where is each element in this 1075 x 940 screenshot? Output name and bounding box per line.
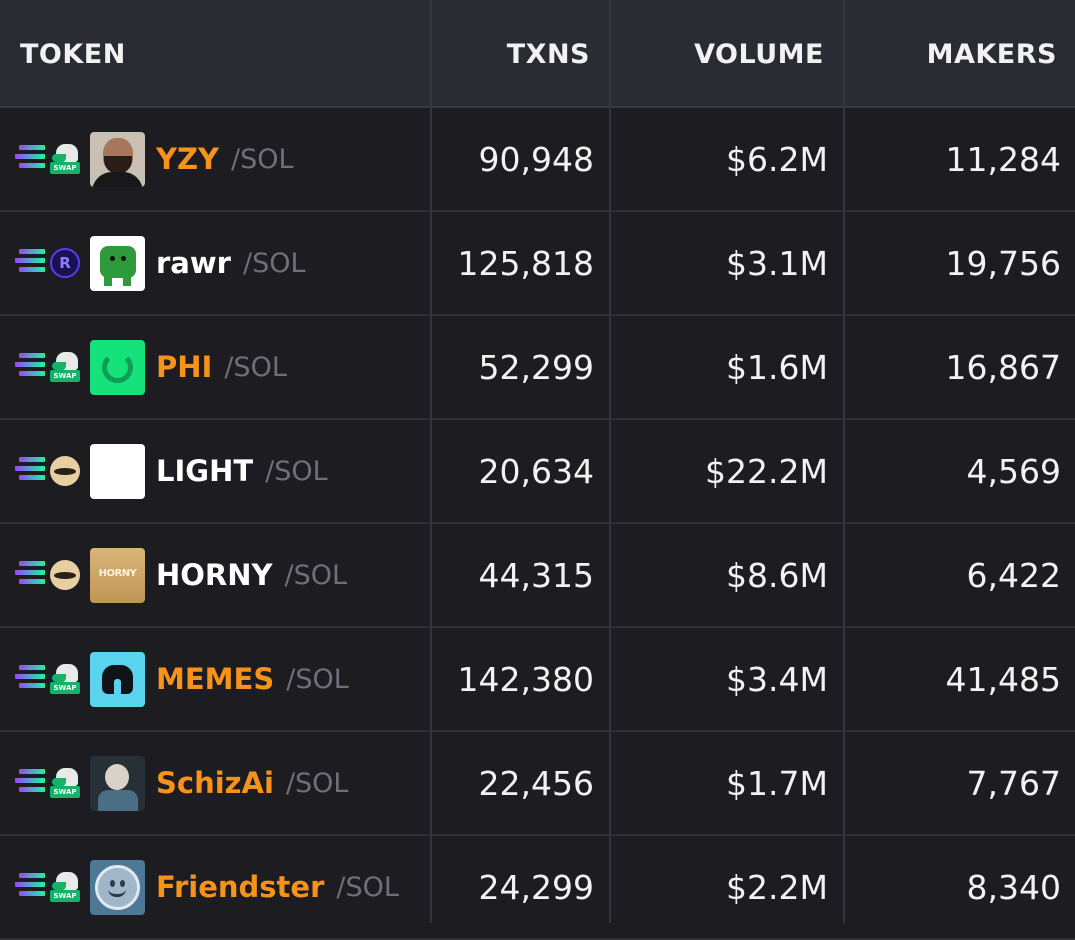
moonshot-icon [50,456,80,486]
makers-value: 8,340 [966,867,1061,907]
solana-chain-icon [15,457,45,483]
makers-value: 11,284 [945,139,1061,179]
column-header-volume[interactable]: VOLUME [694,38,824,70]
column-divider [609,0,611,923]
token-symbol: LIGHT [156,454,254,488]
table-row[interactable]: LIGHT/SOL 20,634 $22.2M 4,569 [0,420,1075,524]
volume-value: $8.6M [726,555,828,595]
swap-tag-label: SWAP [50,890,80,902]
quote-token: /SOL [224,351,287,383]
txns-value: 52,299 [478,347,594,387]
makers-value: 41,485 [945,659,1061,699]
volume-value: $1.7M [726,763,828,803]
table-row[interactable]: SWAP SchizAi/SOL 22,456 $1.7M 7,767 [0,732,1075,836]
memes-avatar [90,652,145,707]
table-row[interactable]: SWAP YZY/SOL 90,948 $6.2M 11,284 [0,108,1075,212]
quote-token: /SOL [286,663,349,695]
table-header: TOKEN TXNS VOLUME MAKERS [0,0,1075,108]
quote-token: /SOL [285,767,349,799]
volume-value: $3.4M [726,659,828,699]
volume-value: $1.6M [726,347,828,387]
quote-token: /SOL [284,559,348,591]
quote-token: /SOL [242,247,306,279]
token-pair[interactable]: YZY/SOL [156,108,294,210]
table-row[interactable]: SWAP MEMES/SOL 142,380 $3.4M 41,485 [0,628,1075,732]
token-symbol: Friendster [156,870,325,904]
table-row[interactable]: SWAP PHI/SOL 52,299 $1.6M 16,867 [0,316,1075,420]
token-pair[interactable]: LIGHT/SOL [156,420,328,522]
solana-chain-icon [15,145,45,171]
solana-chain-icon [15,873,45,899]
token-pair[interactable]: HORNY/SOL [156,524,347,626]
quote-token: /SOL [336,871,399,903]
table-row[interactable]: HORNY HORNY/SOL 44,315 $8.6M 6,422 [0,524,1075,628]
token-symbol: HORNY [156,558,273,592]
token-pair[interactable]: PHI/SOL [156,316,287,418]
table-row[interactable]: SWAP Friendster/SOL 24,299 $2.2M 8,340 [0,836,1075,940]
solana-chain-icon [15,561,45,587]
swap-icon: SWAP [50,664,80,694]
swap-tag-label: SWAP [50,682,80,694]
solana-chain-icon [15,665,45,691]
makers-value: 19,756 [945,243,1061,283]
txns-value: 44,315 [478,555,594,595]
volume-value: $2.2M [726,867,828,907]
swap-icon: SWAP [50,872,80,902]
makers-value: 7,767 [966,763,1061,803]
schizai-avatar [90,756,145,811]
yzy-avatar [90,132,145,187]
token-symbol: PHI [156,350,213,384]
column-header-makers[interactable]: MAKERS [926,38,1057,70]
column-header-txns[interactable]: TXNS [506,38,590,70]
token-symbol: MEMES [156,662,275,696]
raydium-icon: R [50,248,80,278]
swap-tag-label: SWAP [50,370,80,382]
solana-chain-icon [15,353,45,379]
quote-token: /SOL [231,143,294,175]
volume-value: $3.1M [726,243,828,283]
token-symbol: SchizAi [156,766,274,800]
txns-value: 142,380 [457,659,594,699]
makers-value: 6,422 [966,555,1061,595]
token-symbol: YZY [156,142,220,176]
txns-value: 125,818 [457,243,594,283]
volume-value: $22.2M [705,451,828,491]
column-divider [430,0,432,923]
friendster-avatar [90,860,145,915]
swap-tag-label: SWAP [50,786,80,798]
txns-value: 24,299 [478,867,594,907]
txns-value: 20,634 [478,451,594,491]
quote-token: /SOL [265,455,328,487]
rawr-avatar [90,236,145,291]
token-symbol: rawr [156,246,231,280]
volume-value: $6.2M [726,139,828,179]
horny-avatar: HORNY [90,548,145,603]
phi-avatar [90,340,145,395]
swap-icon: SWAP [50,768,80,798]
solana-chain-icon [15,249,45,275]
moonshot-icon [50,560,80,590]
token-pair[interactable]: SchizAi/SOL [156,732,348,834]
txns-value: 90,948 [478,139,594,179]
swap-tag-label: SWAP [50,162,80,174]
txns-value: 22,456 [478,763,594,803]
makers-value: 4,569 [966,451,1061,491]
solana-chain-icon [15,769,45,795]
avatar-text: HORNY [98,568,137,579]
token-pair[interactable]: MEMES/SOL [156,628,349,730]
token-pair[interactable]: Friendster/SOL [156,836,399,938]
column-header-token[interactable]: TOKEN [20,38,126,70]
light-avatar [90,444,145,499]
makers-value: 16,867 [945,347,1061,387]
token-pair[interactable]: rawr/SOL [156,212,306,314]
column-divider [843,0,845,923]
swap-icon: SWAP [50,352,80,382]
swap-icon: SWAP [50,144,80,174]
